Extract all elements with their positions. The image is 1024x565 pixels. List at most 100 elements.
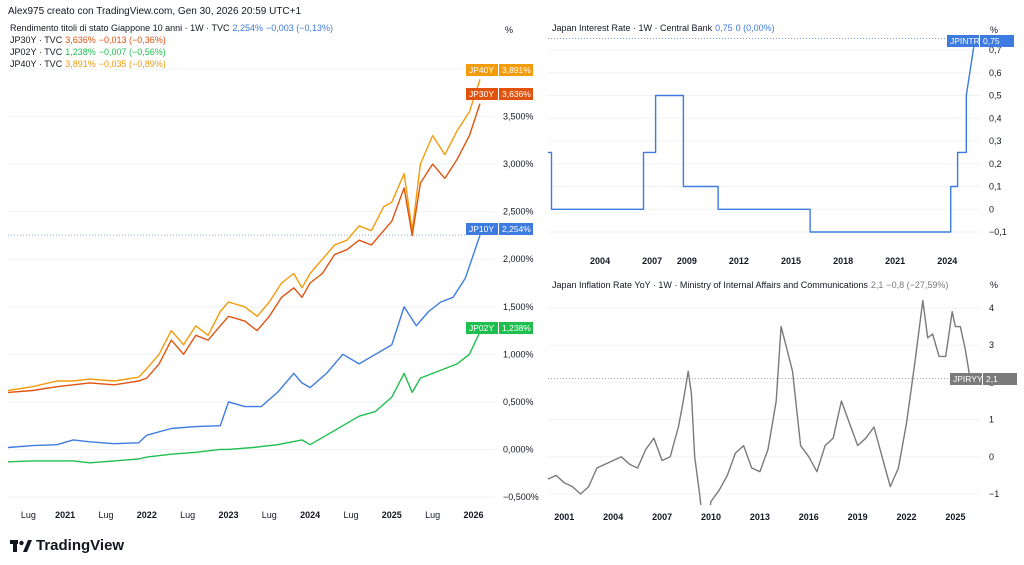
legend-name: Rendimento titoli di stato Giappone 10 a… — [10, 23, 230, 33]
y-tick-label: 0,7 — [989, 45, 1002, 55]
legend-value: 3,891% — [65, 59, 96, 69]
badge-jp10y-value-bg — [499, 223, 533, 235]
y-tick-label: 0,4 — [989, 113, 1002, 123]
y-tick-label: 0 — [989, 204, 994, 214]
legend-row-jp10[interactable]: Rendimento titoli di stato Giappone 10 a… — [10, 22, 333, 34]
x-tick-label: Lug — [262, 510, 277, 520]
badge-jp30y-label-bg — [466, 88, 498, 100]
x-tick-label: Lug — [21, 510, 36, 520]
y-tick-label: 4 — [989, 303, 994, 313]
legend-change: −0,8 (−27,59%) — [886, 280, 949, 290]
legend-change: −0,035 (−0,89%) — [98, 59, 166, 69]
x-tick-label: 2015 — [781, 256, 801, 266]
badge-jp40y-label-bg — [466, 64, 498, 76]
x-tick-label: 2009 — [677, 256, 697, 266]
badge-jpiryy-value-bg — [983, 373, 1017, 385]
x-tick-label: 2022 — [137, 510, 157, 520]
y-tick-label: 0,500% — [503, 397, 534, 407]
y-tick-label: −0,1 — [989, 227, 1007, 237]
badge-jpiryy-label-bg — [950, 373, 982, 385]
author-header: Alex975 creato con TradingView.com, Gen … — [8, 6, 302, 17]
legend-name: JP02Y · TVC — [10, 47, 63, 57]
x-tick-label: 2016 — [799, 512, 819, 522]
legend-change: 0 (0,00%) — [735, 23, 775, 33]
x-tick-label: 2012 — [729, 256, 749, 266]
interest-rate-chart[interactable]: 0,7 0,6 0,5 0,4 0,3 0,2 0,1 0 −0,1 2004 2007 2009 20… — [548, 35, 1014, 266]
legend-name: JP40Y · TVC — [10, 59, 63, 69]
y-tick-label: 0,000% — [503, 444, 534, 454]
tradingview-brand[interactable]: TradingView — [10, 537, 124, 554]
x-tick-label: 2007 — [642, 256, 662, 266]
y-tick-label: 0,6 — [989, 68, 1002, 78]
series-line-jpintr — [548, 38, 976, 233]
badge-jp30y-value: 3,636% — [502, 89, 531, 99]
series-line-jpiryy — [547, 299, 971, 505]
series-line-jp10y — [7, 234, 481, 449]
badge-jpintr-label: JPINTR — [950, 36, 980, 46]
legend-value: 3,636% — [65, 35, 96, 45]
badge-jp40y-label: JP40Y — [469, 65, 494, 75]
y-tick-label: 2,000% — [503, 254, 534, 264]
y-tick-label: 0 — [989, 452, 994, 462]
legend-change: −0,003 (−0,13%) — [265, 23, 334, 33]
badge-jp02y-label-bg — [466, 322, 498, 334]
x-tick-label: 2025 — [382, 510, 402, 520]
inflation-legend[interactable]: Japan Inflation Rate YoY · 1W · Ministry… — [552, 279, 948, 291]
badge-jpintr-value: 0,75 — [983, 36, 1000, 46]
legend-row-jp02[interactable]: JP02Y · TVC 1,238% −0,007 (−0,56%) — [10, 46, 333, 58]
bond-yield-chart[interactable]: 4,000%3,500%3,000%2,500%2,000%1,500%1,00… — [7, 64, 539, 520]
x-tick-label: 2021 — [885, 256, 905, 266]
legend-name: JP30Y · TVC — [10, 35, 63, 45]
badge-jpiryy-value: 2,1 — [986, 374, 998, 384]
x-tick-label: 2021 — [55, 510, 75, 520]
badge-jp10y-label: JP10Y — [469, 224, 494, 234]
y-tick-label: 1,500% — [503, 302, 534, 312]
legend-value: 2,1 — [870, 280, 884, 290]
badge-jp40y-value-bg — [499, 64, 533, 76]
y-tick-label: 3,000% — [503, 159, 534, 169]
legend-change: −0,007 (−0,56%) — [98, 47, 166, 57]
y-tick-label: −1 — [989, 489, 999, 499]
series-line-jp02y — [7, 331, 481, 464]
interest-legend[interactable]: Japan Interest Rate · 1W · Central Bank 0… — [552, 22, 775, 34]
legend-change: −0,013 (−0,36%) — [98, 35, 166, 45]
badge-jpiryy-label: JPIRYY — [953, 374, 983, 384]
x-tick-label: 2007 — [652, 512, 672, 522]
inflation-unit-label: % — [990, 280, 998, 290]
x-tick-label: 2004 — [590, 256, 610, 266]
legend-row-jp30[interactable]: JP30Y · TVC 3,636% −0,013 (−0,36%) — [10, 34, 333, 46]
interest-unit-label: % — [990, 25, 998, 35]
legend-value: 0,75 — [715, 23, 733, 33]
left-unit-label: % — [505, 25, 513, 35]
badge-jp10y-value: 2,254% — [502, 224, 531, 234]
legend-name: Japan Inflation Rate YoY · 1W · Ministry… — [552, 280, 868, 290]
inflation-series-group — [547, 299, 971, 505]
x-tick-label: Lug — [343, 510, 358, 520]
tradingview-logo-icon — [10, 539, 32, 552]
y-tick-label: 0,1 — [989, 182, 1002, 192]
x-tick-label: 2013 — [750, 512, 770, 522]
legend-value: 1,238% — [65, 47, 96, 57]
x-tick-label: Lug — [180, 510, 195, 520]
x-tick-label: 2023 — [218, 510, 238, 520]
inflation-rate-chart[interactable]: 43210−1200120042007201020132016201920222… — [547, 299, 1017, 539]
badge-jp40y-value: 3,891% — [502, 65, 531, 75]
badge-jp02y-value: 1,238% — [502, 323, 531, 333]
legend-value: 2,254% — [232, 23, 263, 33]
x-tick-label: 2024 — [300, 510, 320, 520]
x-tick-label: 2004 — [603, 512, 623, 522]
x-tick-label: 2022 — [897, 512, 917, 522]
y-tick-label: −0,500% — [503, 492, 539, 502]
x-tick-label: 2025 — [945, 512, 965, 522]
y-tick-label: 0,5 — [989, 91, 1002, 101]
badge-jp10y-label-bg — [466, 223, 498, 235]
x-tick-label: Lug — [425, 510, 440, 520]
badge-jp02y-value-bg — [499, 322, 533, 334]
badge-jp30y-label: JP30Y — [469, 89, 494, 99]
legend-row-jp40[interactable]: JP40Y · TVC 3,891% −0,035 (−0,89%) — [10, 58, 333, 70]
x-tick-label: 2010 — [701, 512, 721, 522]
tradingview-brand-name: TradingView — [36, 537, 125, 554]
y-tick-label: 3,500% — [503, 112, 534, 122]
y-tick-label: 0,2 — [989, 159, 1002, 169]
